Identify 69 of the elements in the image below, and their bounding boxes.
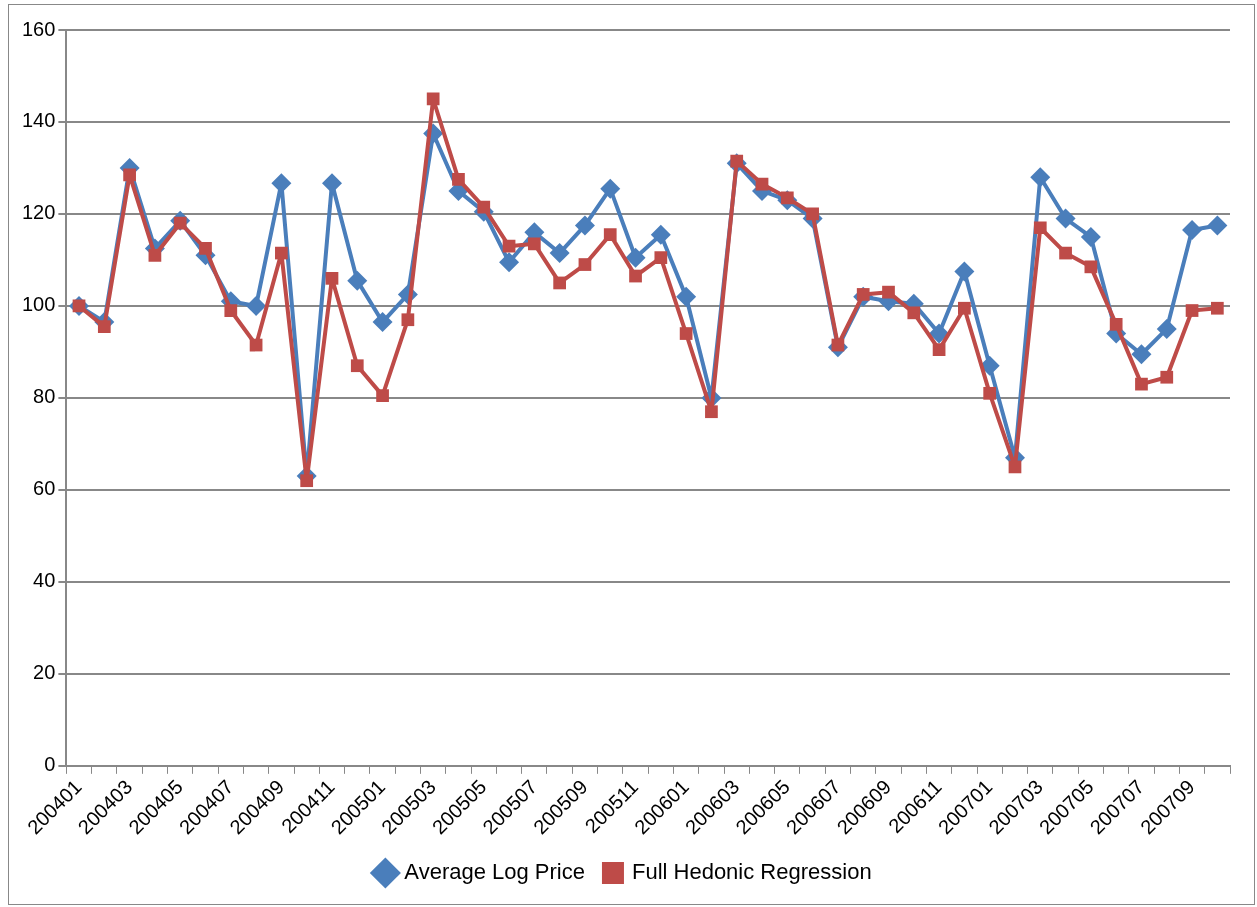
y-tick-label: 20 bbox=[33, 661, 56, 684]
y-tick-label: 80 bbox=[33, 385, 56, 408]
point bbox=[578, 258, 592, 271]
point bbox=[679, 327, 693, 340]
point bbox=[625, 247, 646, 268]
point bbox=[347, 270, 368, 291]
point bbox=[1160, 370, 1174, 384]
point bbox=[271, 173, 292, 194]
point bbox=[1084, 260, 1098, 274]
point bbox=[1182, 220, 1203, 241]
point bbox=[705, 405, 718, 419]
point bbox=[1207, 215, 1228, 236]
point bbox=[1210, 301, 1224, 315]
point bbox=[376, 389, 389, 402]
point bbox=[123, 168, 136, 182]
point bbox=[1156, 318, 1177, 339]
point bbox=[321, 173, 342, 194]
point bbox=[477, 200, 491, 214]
point bbox=[932, 343, 946, 356]
point bbox=[1080, 226, 1101, 247]
point bbox=[452, 173, 465, 186]
point bbox=[629, 269, 642, 283]
point bbox=[199, 242, 212, 255]
y-tick-label: 120 bbox=[21, 201, 56, 224]
point bbox=[654, 251, 668, 265]
point bbox=[502, 239, 516, 253]
point bbox=[907, 306, 921, 320]
y-tick-label: 140 bbox=[21, 109, 56, 132]
point bbox=[954, 261, 975, 282]
legend-label: Average Log Price bbox=[404, 859, 585, 885]
point bbox=[574, 215, 595, 236]
y-tick-label: 160 bbox=[21, 17, 56, 40]
point bbox=[97, 320, 111, 333]
point bbox=[1030, 167, 1051, 188]
point bbox=[549, 243, 570, 264]
point bbox=[1185, 304, 1199, 317]
point bbox=[426, 92, 440, 106]
point bbox=[350, 359, 364, 373]
point bbox=[806, 207, 819, 221]
point bbox=[372, 312, 393, 333]
y-tick-label: 60 bbox=[33, 477, 56, 500]
y-tick-label: 100 bbox=[21, 293, 56, 316]
point bbox=[1131, 344, 1152, 365]
point bbox=[603, 228, 617, 242]
point bbox=[650, 224, 671, 245]
point bbox=[224, 304, 238, 317]
point bbox=[1059, 246, 1072, 260]
point bbox=[300, 474, 314, 488]
point bbox=[148, 248, 162, 262]
point bbox=[1055, 208, 1076, 229]
y-tick-label: 0 bbox=[44, 753, 56, 776]
point bbox=[325, 271, 339, 285]
point bbox=[401, 313, 415, 327]
point bbox=[553, 276, 567, 290]
point bbox=[246, 295, 267, 316]
point bbox=[1033, 221, 1047, 235]
legend-label: Full Hedonic Regression bbox=[631, 859, 872, 885]
point bbox=[983, 386, 997, 400]
point bbox=[527, 237, 541, 251]
point bbox=[1109, 317, 1123, 331]
point bbox=[600, 178, 621, 199]
point bbox=[676, 286, 697, 307]
point bbox=[1135, 377, 1148, 391]
point bbox=[882, 285, 895, 299]
point bbox=[958, 301, 971, 315]
point bbox=[929, 323, 950, 344]
y-tick-label: 40 bbox=[33, 569, 56, 592]
point bbox=[499, 252, 520, 273]
point bbox=[275, 246, 288, 260]
